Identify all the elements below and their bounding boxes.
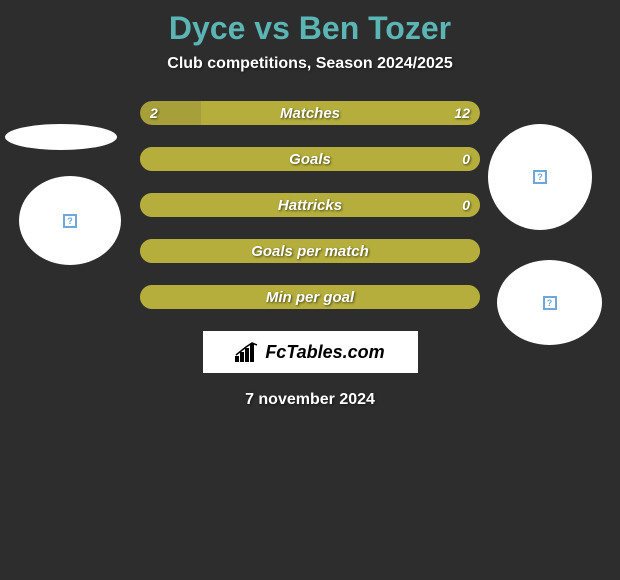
- stat-label: Goals per match: [140, 239, 480, 263]
- decoration-circle-bottom-right: ?: [497, 260, 602, 345]
- stat-label: Hattricks: [140, 193, 480, 217]
- question-icon: ?: [543, 296, 557, 310]
- date-label: 7 november 2024: [0, 391, 620, 409]
- stat-label: Matches: [140, 101, 480, 125]
- page-subtitle: Club competitions, Season 2024/2025: [0, 55, 620, 73]
- stat-row: Hattricks0: [140, 193, 480, 217]
- stat-label: Min per goal: [140, 285, 480, 309]
- stat-value-left: 2: [150, 101, 158, 125]
- stat-row: Matches2 12: [140, 101, 480, 125]
- logo-box: FcTables.com: [203, 331, 418, 373]
- stat-value-right: 0: [462, 147, 470, 171]
- stat-row: Goals per match: [140, 239, 480, 263]
- stat-value-right: 0: [462, 193, 470, 217]
- decoration-circle-left: ?: [19, 176, 121, 265]
- stat-label: Goals: [140, 147, 480, 171]
- stat-row: Goals0: [140, 147, 480, 171]
- page-title: Dyce vs Ben Tozer: [0, 0, 620, 47]
- logo-text: FcTables.com: [265, 342, 384, 363]
- decoration-ellipse-tl: [5, 124, 117, 150]
- stat-value-right: 12: [454, 101, 470, 125]
- decoration-circle-top-right: ?: [488, 124, 592, 230]
- stat-row: Min per goal: [140, 285, 480, 309]
- stats-comparison-chart: Matches212Goals0Hattricks0Goals per matc…: [140, 101, 480, 309]
- logo-bars-icon: [235, 342, 259, 362]
- question-icon: ?: [63, 214, 77, 228]
- question-icon: ?: [533, 170, 547, 184]
